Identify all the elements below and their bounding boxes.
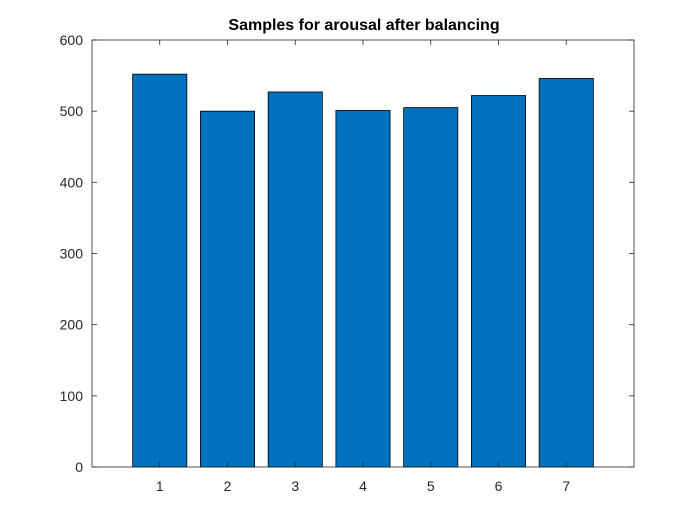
bars-group <box>132 73 594 468</box>
bar-4 <box>335 110 391 468</box>
y-tick-label: 600 <box>60 32 84 48</box>
y-tick-label: 400 <box>60 174 84 190</box>
bar-2 <box>199 110 255 468</box>
y-tick-label: 0 <box>75 459 83 475</box>
x-tick-label: 1 <box>156 478 164 494</box>
x-tick-label: 4 <box>359 478 367 494</box>
bar-5 <box>403 107 459 468</box>
bar-3 <box>267 91 323 468</box>
bar-6 <box>470 95 526 468</box>
x-tick-label: 6 <box>495 478 503 494</box>
bar-7 <box>538 78 594 468</box>
y-tick-label: 100 <box>60 388 84 404</box>
y-tick-label: 200 <box>60 317 84 333</box>
x-tick-label: 7 <box>562 478 570 494</box>
x-tick-label: 5 <box>427 478 435 494</box>
ticks-group: 0 100 200 300 400 500 600 1 2 3 4 5 6 7 <box>60 32 634 494</box>
x-tick-label: 2 <box>224 478 232 494</box>
chart-title: Samples for arousal after balancing <box>228 17 499 34</box>
y-tick-label: 300 <box>60 246 84 262</box>
x-tick-label: 3 <box>291 478 299 494</box>
y-tick-label: 500 <box>60 103 84 119</box>
bar-1 <box>132 73 188 468</box>
